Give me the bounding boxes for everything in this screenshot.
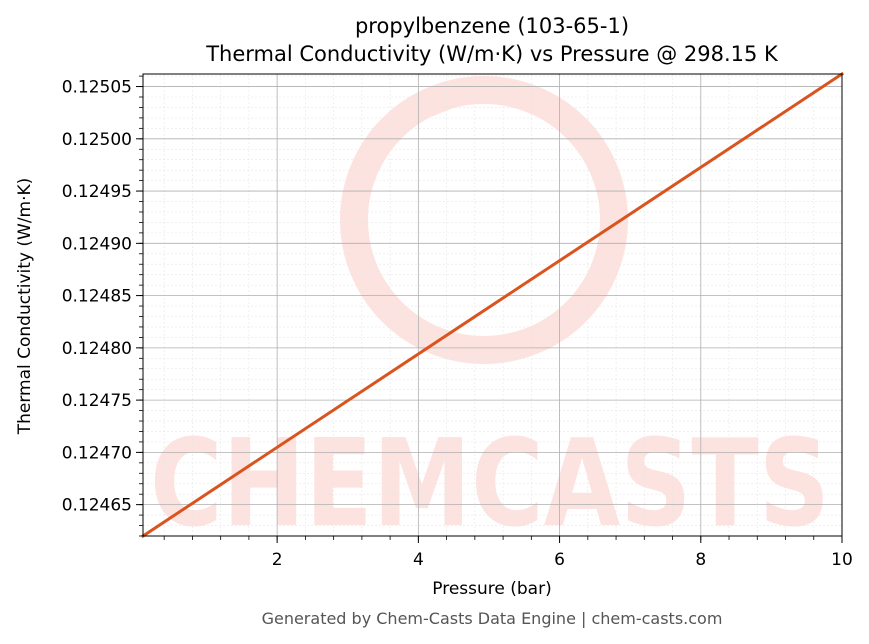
x-tick-label: 2 [272,550,283,570]
y-tick-label: 0.12480 [62,339,132,359]
chart-title-line2: Thermal Conductivity (W/m·K) vs Pressure… [205,42,779,66]
x-tick-label: 8 [695,550,706,570]
y-tick-label: 0.12495 [62,182,132,202]
x-tick-label: 10 [831,550,853,570]
y-tick-label: 0.12485 [62,287,132,307]
footer-credit: Generated by Chem-Casts Data Engine | ch… [262,609,723,628]
ticks [136,75,843,543]
watermark: CHEMCASTS [150,76,830,554]
watermark-swirl [427,85,597,154]
y-tick-label: 0.12465 [62,496,132,516]
series-line [140,71,845,539]
y-tick-label: 0.12505 [62,78,132,98]
tick-labels: 2 4 6 8 10 0.12465 0.12470 0.12475 0.12480 0.1248… [62,78,853,570]
watermark-text: CHEMCASTS [150,415,830,554]
y-axis-label: Thermal Conductivity (W/m·K) [15,178,35,436]
y-tick-label: 0.12500 [62,130,132,150]
plot-frame [142,73,843,537]
y-tick-label: 0.12470 [62,443,132,463]
x-tick-label: 4 [413,550,424,570]
chart-title-line1: propylbenzene (103-65-1) [355,14,629,38]
series-group [140,71,845,539]
x-axis-label: Pressure (bar) [432,579,551,599]
x-tick-label: 6 [554,550,565,570]
y-tick-label: 0.12475 [62,391,132,411]
y-tick-label: 0.12490 [62,234,132,254]
